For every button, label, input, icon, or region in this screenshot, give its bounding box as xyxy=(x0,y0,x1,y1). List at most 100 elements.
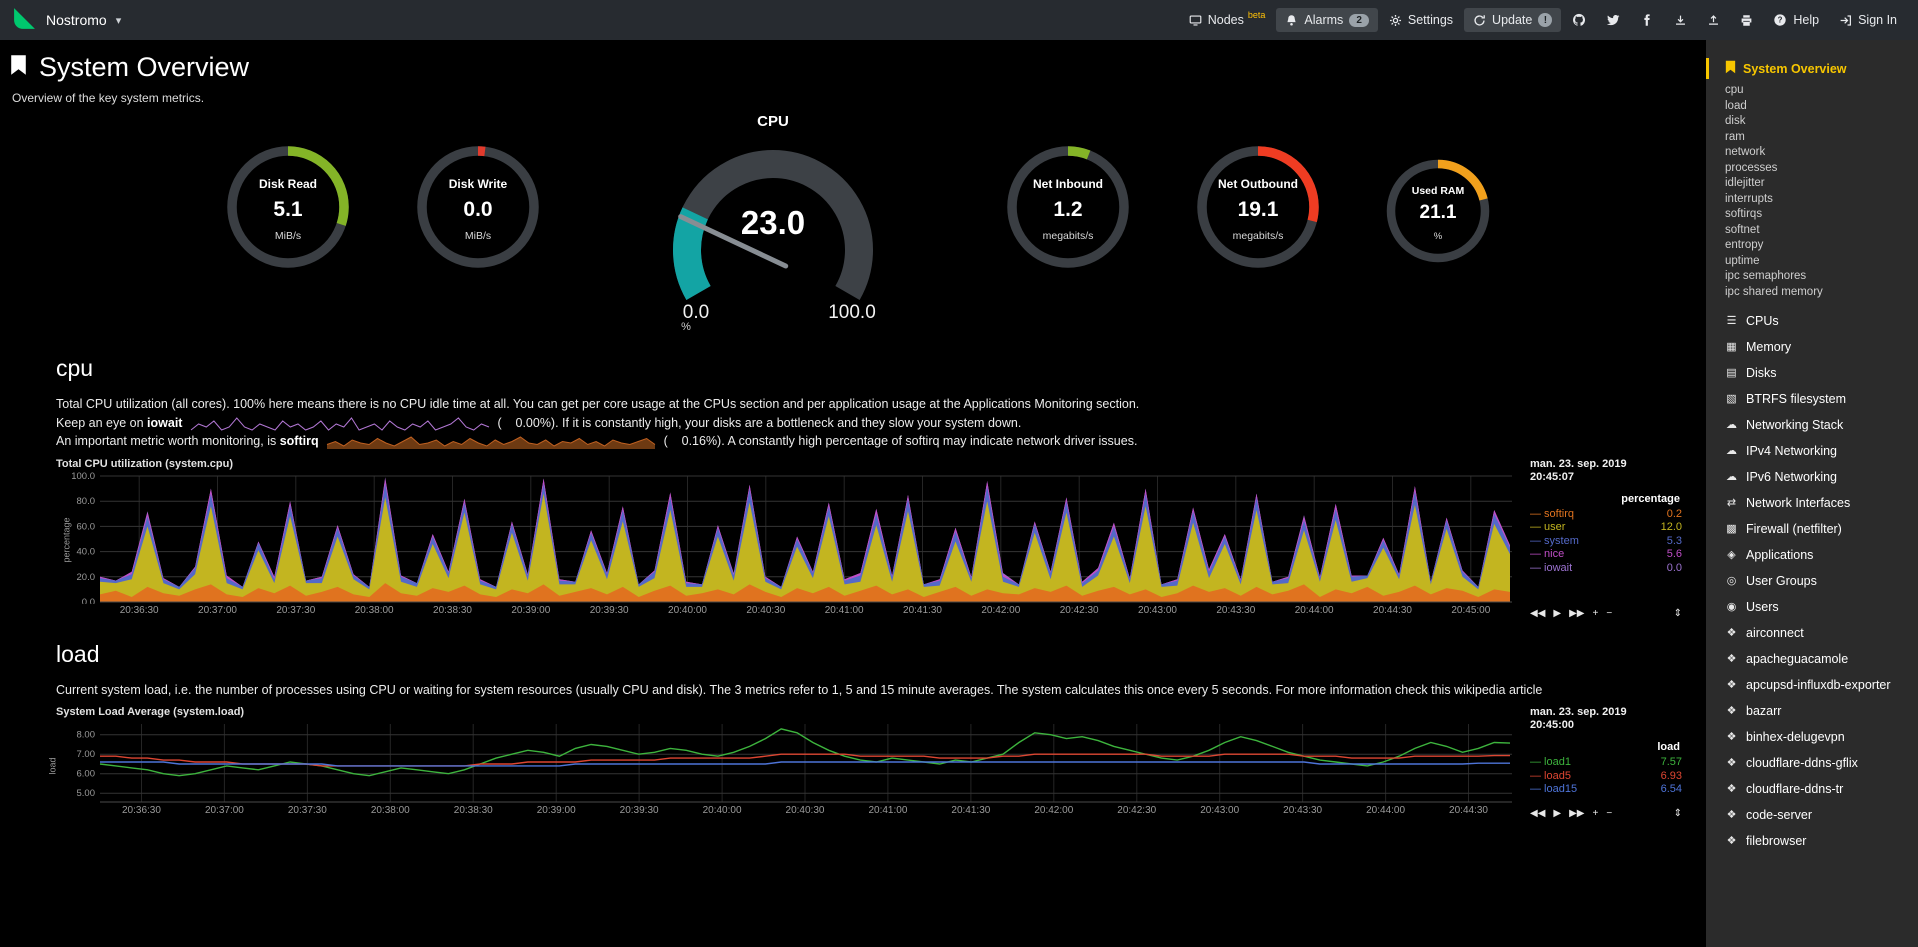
gauge-disk_read[interactable]: Disk Read 5.1 MiB/s xyxy=(222,141,354,278)
load-heading: load xyxy=(56,640,100,667)
chart-play-icon[interactable]: ▶ xyxy=(1553,607,1562,619)
legend-entry-iowait[interactable]: — iowait 0.0 xyxy=(1530,562,1682,576)
sidebar-item-cpus[interactable]: ☰ CPUs xyxy=(1706,308,1914,334)
chart-zoom-in-icon[interactable]: + xyxy=(1592,607,1599,619)
sidebar-sub-softirqs[interactable]: softirqs xyxy=(1725,208,1763,220)
sidebar-item-label: binhex-delugevpn xyxy=(1746,730,1845,744)
sidebar-sub-entropy[interactable]: entropy xyxy=(1725,239,1764,251)
sidebar-sub-softnet[interactable]: softnet xyxy=(1725,223,1760,236)
chart-zoom-in-icon[interactable]: + xyxy=(1592,808,1599,820)
chart-pan-backward-icon[interactable]: ◀◀ xyxy=(1530,607,1546,619)
cpu-gauge-unit: % xyxy=(681,321,691,332)
sidebar-item-networking-stack[interactable]: ☁ Networking Stack xyxy=(1706,412,1914,438)
sidebar-item-code-server[interactable]: ❖ code-server xyxy=(1706,802,1914,828)
sidebar-sub-ram[interactable]: ram xyxy=(1725,130,1745,143)
sidebar-item-cloudflare-ddns-gflix[interactable]: ❖ cloudflare-ddns-gflix xyxy=(1706,750,1914,776)
topbar-item-nodes[interactable]: Nodes beta xyxy=(1180,8,1275,32)
x-axis-tick: 20:36:30 xyxy=(122,805,161,817)
topbar-item-help[interactable]: ? Help xyxy=(1764,8,1828,32)
topbar-nav: Nodes beta Alarms 2 Settings Update! ? Help Sign… xyxy=(1180,8,1906,32)
sidebar-item-user-groups[interactable]: ◎ User Groups xyxy=(1706,568,1914,594)
sidebar-item-bazarr[interactable]: ❖ bazarr xyxy=(1706,698,1914,724)
chart-pan-forward-icon[interactable]: ▶▶ xyxy=(1569,808,1585,820)
topbar-item-download[interactable] xyxy=(1665,9,1696,32)
legend-entry-nice[interactable]: — nice 5.6 xyxy=(1530,548,1682,562)
chart-zoom-out-icon[interactable]: − xyxy=(1606,808,1613,820)
topbar-item-alarms[interactable]: Alarms 2 xyxy=(1276,8,1378,32)
sidebar-sub-disk[interactable]: disk xyxy=(1725,115,1746,127)
wikipedia-article-link[interactable]: wikipedia article xyxy=(1454,682,1543,697)
sidebar-item-airconnect[interactable]: ❖ airconnect xyxy=(1706,620,1914,646)
filebrowser-icon: ❖ xyxy=(1726,835,1737,847)
sidebar-item-disks[interactable]: ▤ Disks xyxy=(1706,360,1914,386)
sidebar-item-apacheguacamole[interactable]: ❖ apacheguacamole xyxy=(1706,646,1914,672)
legend-entry-load15[interactable]: — load15 6.54 xyxy=(1530,783,1682,797)
chart-resize-icon[interactable]: ⇕ xyxy=(1673,808,1682,820)
sidebar-item-users[interactable]: ◉ Users xyxy=(1706,594,1914,620)
gauge-net_outbound[interactable]: Net Outbound 19.1 megabits/s xyxy=(1192,141,1324,278)
sidebar-item-firewall-netfilter[interactable]: ▩ Firewall (netfilter) xyxy=(1706,516,1914,542)
svg-text:40.0: 40.0 xyxy=(77,547,96,558)
topbar-item-facebook[interactable] xyxy=(1631,8,1663,32)
sidebar-item-btrfs-filesystem[interactable]: ▧ BTRFS filesystem xyxy=(1706,386,1914,412)
softirq-sparkline[interactable] xyxy=(326,434,656,450)
legend-value: 12.0 xyxy=(1660,521,1682,534)
sidebar-sub-cpu[interactable]: cpu xyxy=(1725,84,1744,96)
sidebar-sub-uptime[interactable]: uptime xyxy=(1725,254,1760,267)
legend-entry-load5[interactable]: — load5 6.93 xyxy=(1530,770,1682,784)
sidebar-item-binhex-delugevpn[interactable]: ❖ binhex-delugevpn xyxy=(1706,724,1914,750)
legend-entry-system[interactable]: — system 5.3 xyxy=(1530,535,1682,549)
sidebar-item-ipv6-networking[interactable]: ☁ IPv6 Networking xyxy=(1706,464,1914,490)
sidebar-item-network-interfaces[interactable]: ⇄ Network Interfaces xyxy=(1706,490,1914,516)
chart-zoom-out-icon[interactable]: − xyxy=(1606,607,1613,619)
topbar-item-github[interactable] xyxy=(1563,8,1595,32)
netdata-logo[interactable] xyxy=(12,6,37,34)
x-axis-tick: 20:44:00 xyxy=(1294,604,1334,616)
sidebar-item-filebrowser[interactable]: ❖ filebrowser xyxy=(1706,828,1914,854)
topbar-item-print[interactable] xyxy=(1731,9,1762,32)
legend-entry-softirq[interactable]: — softirq 0.2 xyxy=(1530,508,1682,522)
gauge-disk_write[interactable]: Disk Write 0.0 MiB/s xyxy=(412,141,544,278)
sidebar-item-label: CPUs xyxy=(1746,314,1779,328)
chart-pan-backward-icon[interactable]: ◀◀ xyxy=(1530,808,1546,820)
topbar-item-update[interactable]: Update! xyxy=(1464,8,1562,32)
topbar-item-twitter[interactable] xyxy=(1597,8,1629,32)
topbar-item-label: Alarms xyxy=(1304,13,1344,27)
sidebar-item-applications[interactable]: ◈ Applications xyxy=(1706,542,1914,568)
legend-entry-load1[interactable]: — load1 7.57 xyxy=(1530,756,1682,770)
sidebar-item-ipv4-networking[interactable]: ☁ IPv4 Networking xyxy=(1706,438,1914,464)
x-axis-tick: 20:41:00 xyxy=(824,604,864,616)
topbar-item-upload[interactable] xyxy=(1698,9,1729,32)
cpu-chart-plot[interactable]: 0.0 20.0 40.0 60.0 80.0 100.0 xyxy=(56,471,1516,604)
legend-name: — load15 xyxy=(1530,783,1578,796)
x-axis-tick: 20:44:30 xyxy=(1449,805,1488,817)
sidebar-item-memory[interactable]: ▦ Memory xyxy=(1706,334,1914,360)
legend-name: — system xyxy=(1530,534,1579,547)
sidebar-sub-interrupts[interactable]: interrupts xyxy=(1725,192,1773,205)
iowait-text-pre: Keep an eye on xyxy=(56,415,148,430)
chart-play-icon[interactable]: ▶ xyxy=(1553,808,1562,820)
sidebar-sub-processes[interactable]: processes xyxy=(1725,161,1778,174)
sidebar-sub-ipc-shared-memory[interactable]: ipc shared memory xyxy=(1725,285,1823,298)
chart-resize-icon[interactable]: ⇕ xyxy=(1673,607,1682,619)
topbar-item-signin[interactable]: Sign In xyxy=(1830,8,1906,32)
sidebar-sub-load[interactable]: load xyxy=(1725,99,1747,112)
topbar-item-settings[interactable]: Settings xyxy=(1380,8,1462,32)
sidebar-item-apcupsd-influxdb-exporter[interactable]: ❖ apcupsd-influxdb-exporter xyxy=(1706,672,1914,698)
iowait-sparkline[interactable] xyxy=(190,415,490,431)
gauge-used_ram[interactable]: Used RAM 21.1 % xyxy=(1382,155,1494,272)
x-axis-tick: 20:36:30 xyxy=(119,604,159,616)
gauge-cpu[interactable]: CPU 23.0 0.0 100.0 % xyxy=(646,113,900,337)
cpu-gauge-value: 23.0 xyxy=(741,204,805,241)
node-selector[interactable]: Nostromo ▾ xyxy=(12,6,121,34)
sidebar-sub-network[interactable]: network xyxy=(1725,146,1766,158)
x-axis-tick: 20:43:00 xyxy=(1138,604,1177,616)
sidebar-sub-ipc-semaphores[interactable]: ipc semaphores xyxy=(1725,270,1807,282)
chart-pan-forward-icon[interactable]: ▶▶ xyxy=(1569,607,1585,619)
legend-entry-user[interactable]: — user 12.0 xyxy=(1530,521,1682,535)
sidebar-item-cloudflare-ddns-tr[interactable]: ❖ cloudflare-ddns-tr xyxy=(1706,776,1914,802)
sidebar-sub-idlejitter[interactable]: idlejitter xyxy=(1725,177,1765,189)
load-chart-plot[interactable]: 5.00 6.00 7.00 8.00 xyxy=(56,720,1516,805)
gauge-net_inbound[interactable]: Net Inbound 1.2 megabits/s xyxy=(1002,141,1134,278)
sidebar-item-system-overview[interactable]: System Overview xyxy=(1706,58,1914,79)
